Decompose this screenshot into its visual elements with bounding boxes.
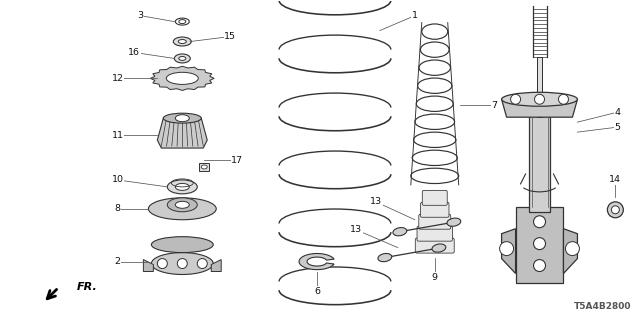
FancyBboxPatch shape [420,202,449,217]
Bar [516,207,563,284]
Text: 16: 16 [129,48,140,57]
Polygon shape [502,229,516,274]
Ellipse shape [175,201,189,208]
Ellipse shape [611,206,620,214]
Ellipse shape [393,228,407,236]
Circle shape [177,259,188,268]
Ellipse shape [163,113,201,123]
Text: 13: 13 [370,197,382,206]
FancyBboxPatch shape [417,226,452,241]
Text: T5A4B2800: T5A4B2800 [574,302,631,311]
FancyBboxPatch shape [419,214,451,229]
Ellipse shape [152,252,213,275]
Ellipse shape [447,218,461,226]
Ellipse shape [167,180,197,194]
FancyBboxPatch shape [415,238,454,253]
Text: 12: 12 [111,74,124,83]
Text: FR.: FR. [77,283,97,292]
Text: 15: 15 [224,32,236,41]
Text: 1: 1 [412,11,418,20]
Circle shape [534,238,545,250]
Ellipse shape [201,165,207,169]
Ellipse shape [175,183,189,190]
Polygon shape [299,253,334,270]
Polygon shape [150,66,214,91]
Polygon shape [502,99,577,117]
Circle shape [157,259,167,268]
Circle shape [559,94,568,104]
Circle shape [534,216,545,228]
Ellipse shape [166,72,198,84]
Bar [199,163,209,171]
Text: 3: 3 [138,11,143,20]
Ellipse shape [378,253,392,262]
Ellipse shape [152,237,213,252]
Circle shape [534,260,545,271]
Ellipse shape [179,56,186,60]
FancyBboxPatch shape [422,190,447,205]
Ellipse shape [175,18,189,25]
Text: 13: 13 [350,225,362,234]
Ellipse shape [175,115,189,122]
Polygon shape [157,118,207,148]
Text: 9: 9 [432,273,438,282]
Ellipse shape [179,40,186,44]
Polygon shape [143,260,154,271]
Ellipse shape [607,202,623,218]
Ellipse shape [173,37,191,46]
Ellipse shape [148,198,216,220]
Bar [529,112,550,212]
Text: 4: 4 [614,108,620,117]
Circle shape [566,242,579,256]
Polygon shape [211,260,221,271]
Circle shape [534,94,545,104]
Ellipse shape [167,198,197,212]
Bar [537,58,542,117]
Circle shape [500,242,513,256]
Circle shape [197,259,207,268]
Text: 14: 14 [609,175,621,184]
Ellipse shape [502,92,577,106]
Text: 10: 10 [111,175,124,184]
Text: 7: 7 [492,101,498,110]
Polygon shape [563,229,577,274]
Text: 17: 17 [231,156,243,164]
Text: 11: 11 [111,131,124,140]
Text: 8: 8 [115,204,120,213]
Text: 6: 6 [314,287,320,296]
Ellipse shape [174,54,190,63]
Text: 2: 2 [115,257,120,266]
Ellipse shape [432,244,446,252]
Ellipse shape [179,20,186,24]
Text: 5: 5 [614,123,620,132]
Circle shape [511,94,520,104]
